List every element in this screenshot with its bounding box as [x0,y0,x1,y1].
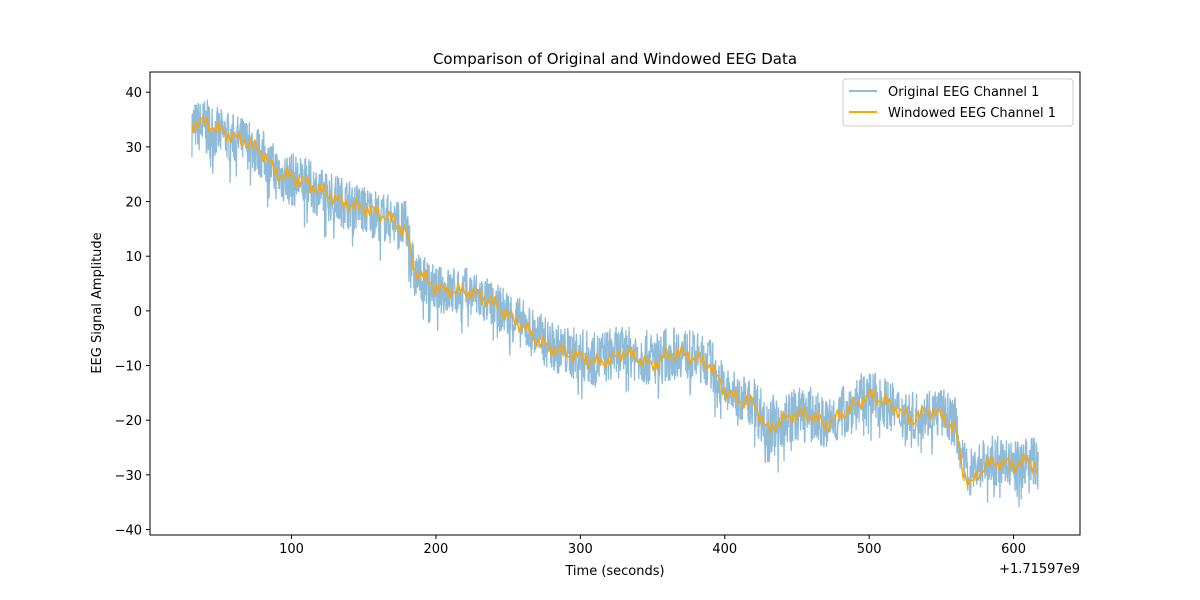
y-tick-label: 30 [125,141,142,156]
y-tick-label: −10 [115,360,142,375]
x-ticks: 100 200 300 400 500 600 [279,535,1026,557]
chart-title: Comparison of Original and Windowed EEG … [433,50,797,68]
x-tick-label: 200 [424,542,449,557]
legend-label-original: Original EEG Channel 1 [888,85,1039,100]
x-tick-label: 500 [857,542,882,557]
x-tick-label: 600 [1001,542,1026,557]
series-original-line [191,99,1039,508]
plot-area [191,99,1039,508]
y-tick-label: −20 [115,414,142,429]
series-windowed-line [191,114,1038,489]
axes-frame [149,71,1081,536]
x-tick-label: 400 [712,542,737,557]
x-axis-label: Time (seconds) [564,564,664,579]
y-tick-label: 20 [125,196,142,211]
y-tick-label: −40 [115,524,142,539]
x-offset-label: +1.71597e9 [999,562,1080,577]
y-ticks: −40 −30 −20 −10 0 10 20 30 40 [115,86,150,539]
y-tick-label: 10 [125,250,142,265]
y-tick-label: 0 [134,305,142,320]
y-tick-label: −30 [115,469,142,484]
y-axis-label: EEG Signal Amplitude [90,232,105,373]
y-tick-label: 40 [125,86,142,101]
x-tick-label: 300 [568,542,593,557]
legend-label-windowed: Windowed EEG Channel 1 [888,106,1056,121]
legend-box [842,78,1074,127]
legend: Original EEG Channel 1 Windowed EEG Chan… [842,78,1074,127]
x-tick-label: 100 [279,542,304,557]
